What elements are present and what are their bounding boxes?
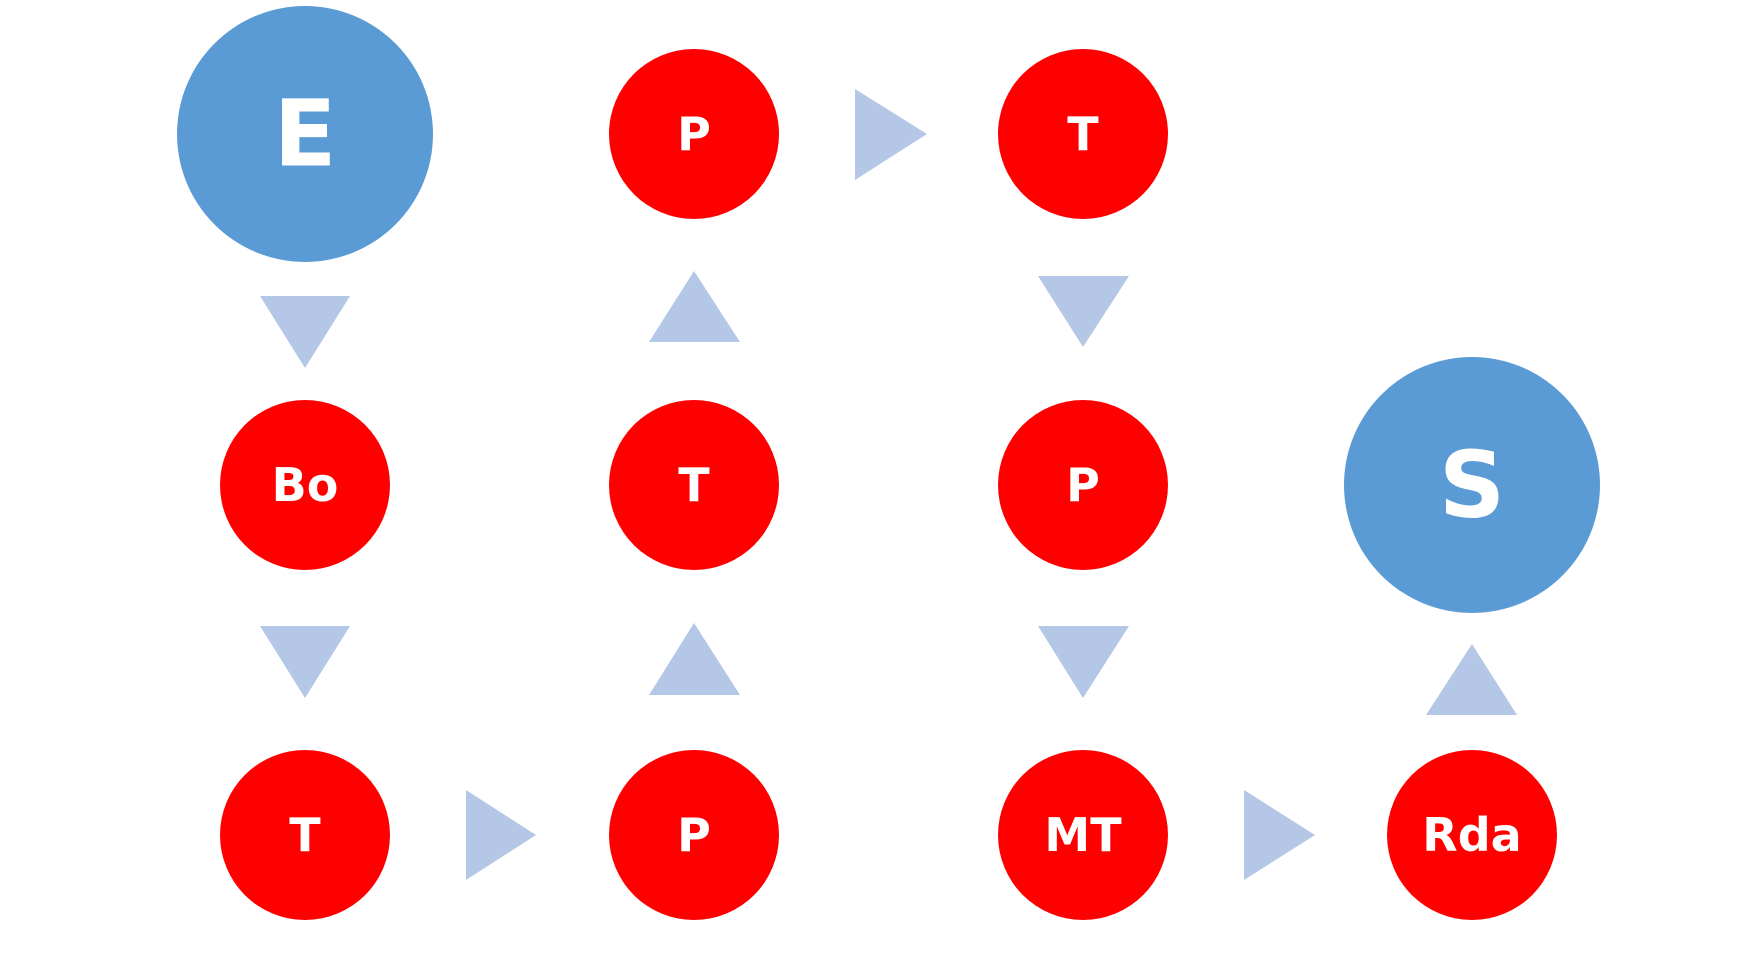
node-mt-label: MT [1044,808,1122,862]
arrow-mt-to-rda [1244,790,1315,880]
arrow-p-bottom-to-t-mid [649,623,740,695]
node-bo-circle [220,400,390,570]
node-p-top-circle [609,49,779,219]
node-end-label: S [1439,432,1505,539]
arrow-rda-to-end [1426,644,1517,715]
node-t-bottom-circle [220,750,390,920]
node-t-mid-label: T [678,458,710,512]
node-t-top: T [998,49,1168,219]
arrow-p-top-to-t-top [855,89,927,180]
node-p-top: P [609,49,779,219]
arrow-t-bottom-to-p-bottom [466,790,536,880]
node-t-bottom: T [220,750,390,920]
node-p-bottom-label: P [677,808,711,862]
node-p-right-label: P [1066,458,1100,512]
node-end-circle [1344,357,1600,613]
node-rda-circle [1387,750,1557,920]
node-t-mid-circle [609,400,779,570]
node-mt: MT [998,750,1168,920]
node-p-bottom-circle [609,750,779,920]
node-start: E [177,6,433,262]
node-bo: Bo [220,400,390,570]
node-rda-label: Rda [1422,808,1521,862]
node-p-right-circle [998,400,1168,570]
node-bo-label: Bo [272,458,339,512]
arrow-t-top-to-p-right [1038,276,1129,347]
arrow-p-right-to-mt [1038,626,1129,698]
arrow-start-to-bo [260,296,350,368]
node-start-circle [177,6,433,262]
node-t-top-label: T [1067,107,1099,161]
node-end: S [1344,357,1600,613]
node-rda: Rda [1387,750,1557,920]
node-p-right: P [998,400,1168,570]
node-p-top-label: P [677,107,711,161]
node-mt-circle [998,750,1168,920]
node-t-mid: T [609,400,779,570]
node-p-bottom: P [609,750,779,920]
node-t-top-circle [998,49,1168,219]
node-t-bottom-label: T [289,808,321,862]
arrow-bo-to-t-bottom [260,626,350,698]
arrow-t-mid-to-p-top [649,271,740,342]
node-start-label: E [274,81,337,188]
